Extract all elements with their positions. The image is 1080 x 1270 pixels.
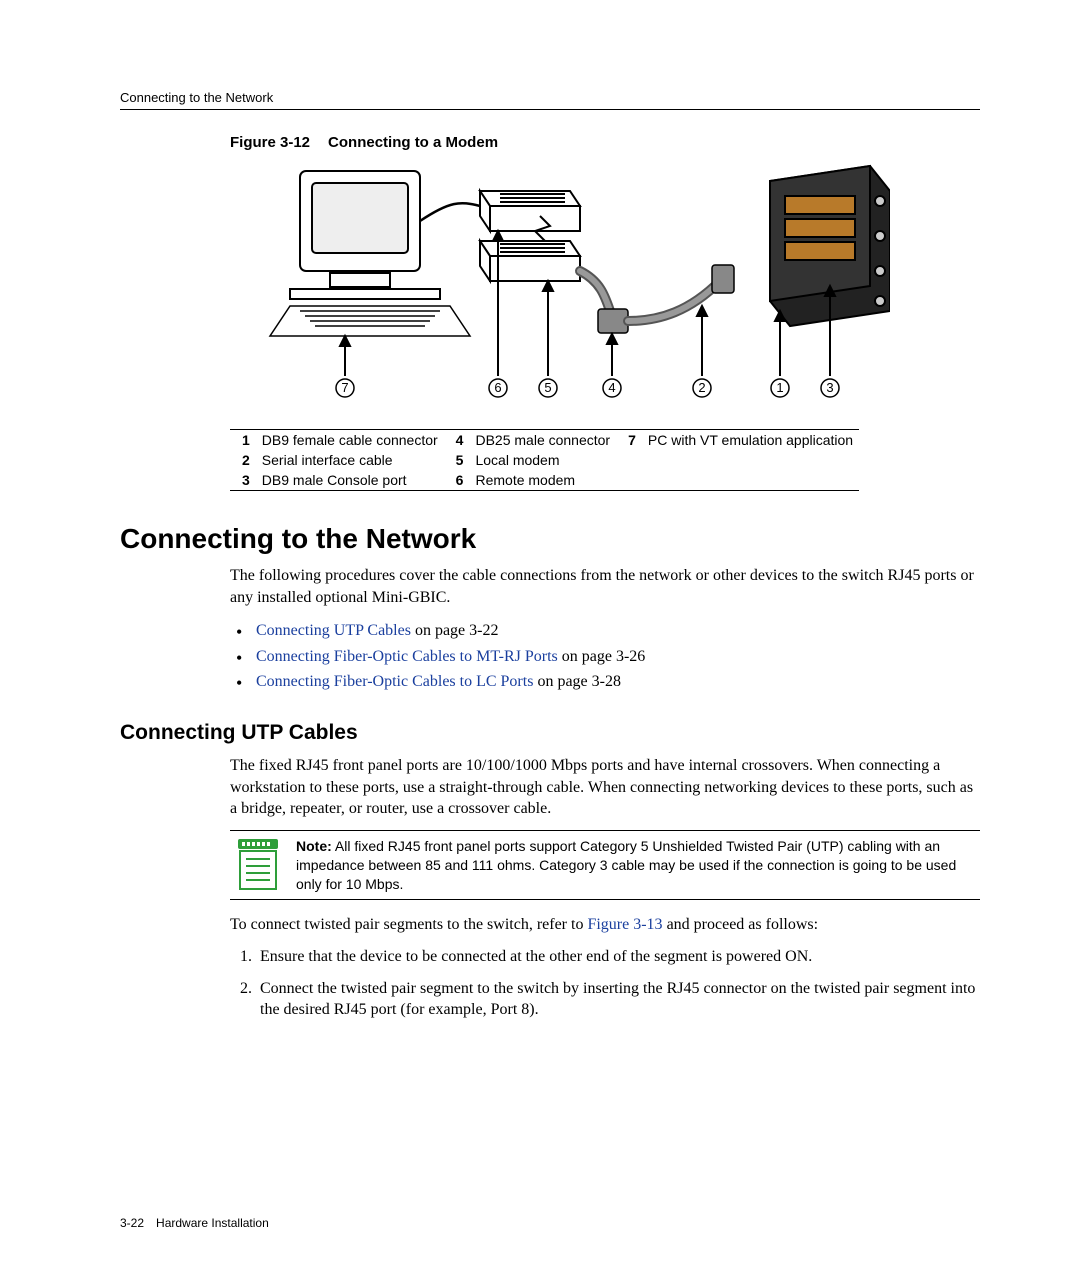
link-mtrj[interactable]: Connecting Fiber-Optic Cables to MT-RJ P… [256, 648, 558, 665]
link-lc[interactable]: Connecting Fiber-Optic Cables to LC Port… [256, 673, 533, 690]
figure-diagram: 7 6 5 4 2 1 3 [120, 161, 980, 411]
steps-list: Ensure that the device to be connected a… [230, 946, 980, 1021]
section-links: Connecting UTP Cables on page 3-22 Conne… [230, 618, 980, 695]
section-intro: The following procedures cover the cable… [230, 565, 980, 608]
note-icon [234, 837, 282, 891]
subsection-heading: Connecting UTP Cables [120, 721, 980, 745]
figure-legend: 1DB9 female cable connector 4DB25 male c… [230, 429, 859, 491]
link-utp[interactable]: Connecting UTP Cables [256, 622, 411, 639]
link-figure-3-13[interactable]: Figure 3-13 [587, 916, 662, 933]
page-footer: 3-22Hardware Installation [120, 1216, 269, 1230]
section-heading: Connecting to the Network [120, 523, 980, 555]
step-2: Connect the twisted pair segment to the … [256, 978, 980, 1021]
running-header: Connecting to the Network [120, 90, 980, 110]
note-box: Note: All fixed RJ45 front panel ports s… [230, 830, 980, 901]
svg-text:3: 3 [826, 380, 833, 395]
figure-caption: Figure 3-12 Connecting to a Modem [120, 134, 980, 151]
svg-text:7: 7 [341, 380, 348, 395]
svg-text:5: 5 [544, 380, 551, 395]
utp-paragraph-1: The fixed RJ45 front panel ports are 10/… [230, 755, 980, 820]
step-1: Ensure that the device to be connected a… [256, 946, 980, 968]
svg-text:1: 1 [776, 380, 783, 395]
note-text: Note: All fixed RJ45 front panel ports s… [296, 837, 976, 894]
figure-title: Connecting to a Modem [328, 134, 498, 151]
svg-text:2: 2 [698, 380, 705, 395]
svg-text:6: 6 [494, 380, 501, 395]
figure-number: Figure 3-12 [230, 134, 310, 151]
utp-paragraph-2: To connect twisted pair segments to the … [230, 914, 980, 936]
svg-text:4: 4 [608, 380, 615, 395]
